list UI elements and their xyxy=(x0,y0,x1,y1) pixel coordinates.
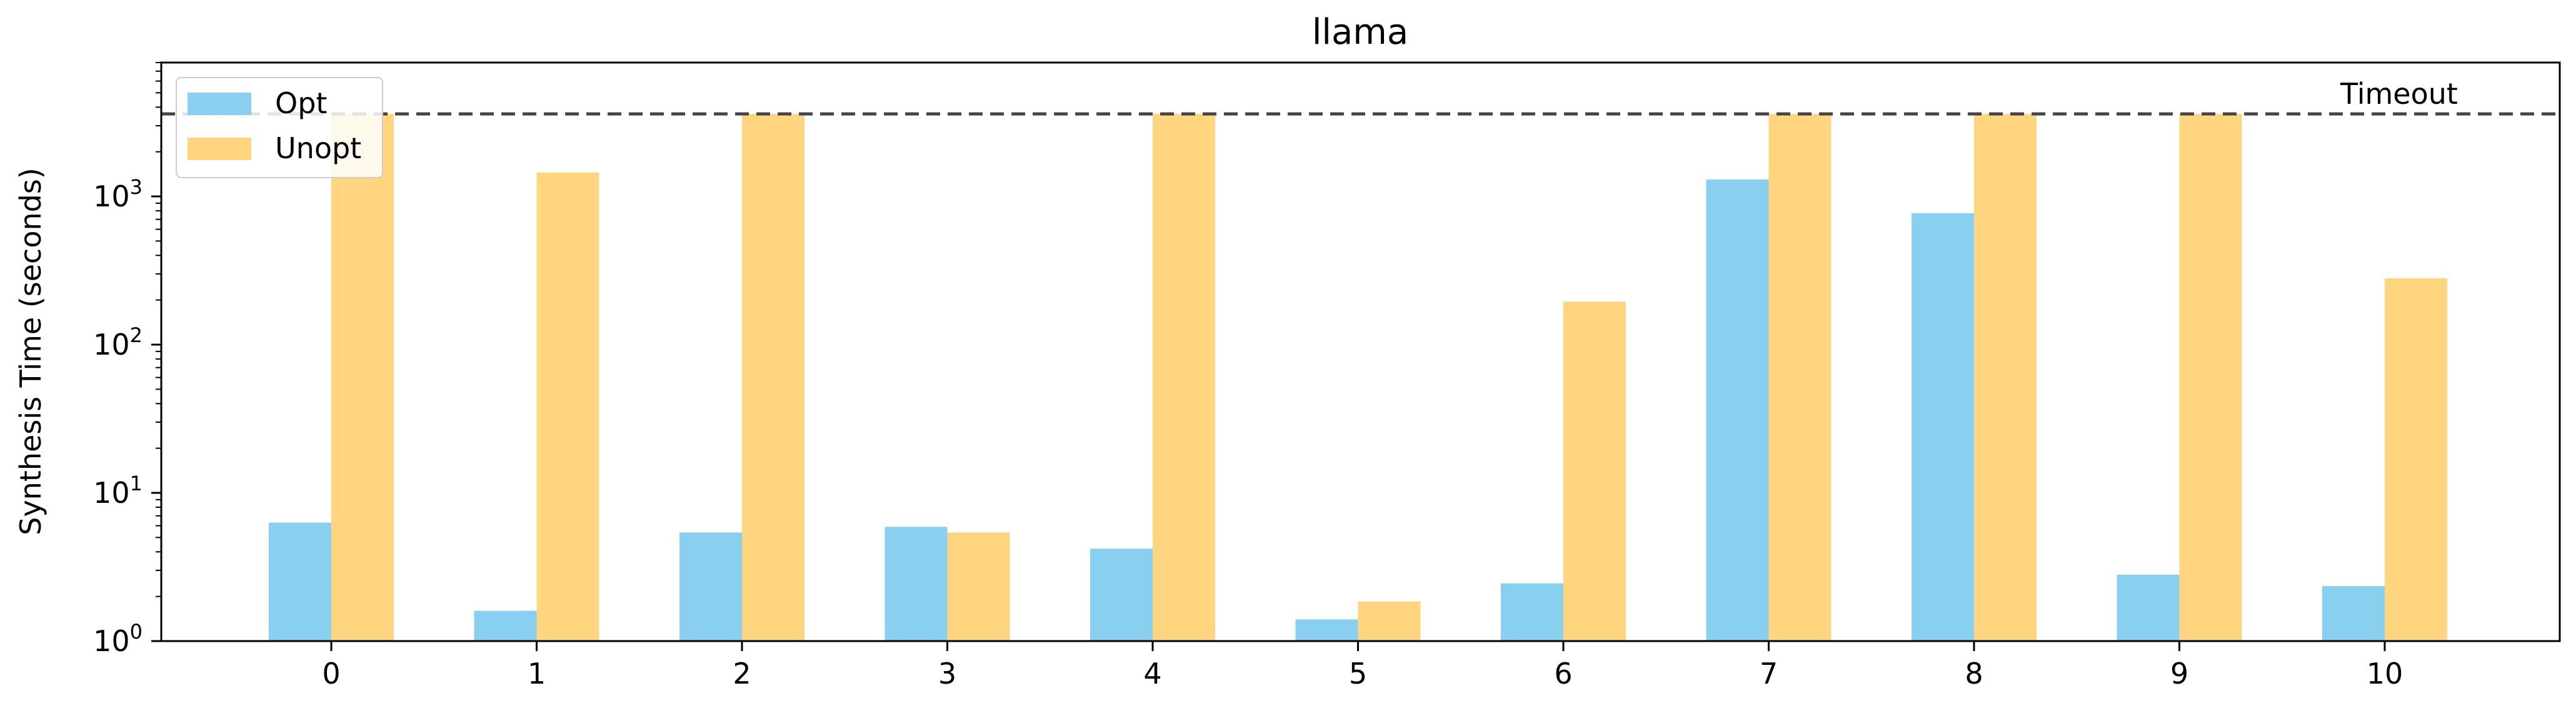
bar-unopt-6 xyxy=(1563,301,1626,641)
bar-opt-1 xyxy=(474,610,537,641)
bar-unopt-3 xyxy=(947,532,1010,641)
y-tick-label: 101 xyxy=(93,472,143,510)
bar-unopt-8 xyxy=(1974,114,2037,641)
bar-opt-9 xyxy=(2117,575,2180,641)
x-tick-label: 3 xyxy=(938,657,956,690)
bars-layer xyxy=(269,114,2447,641)
x-tick-label: 8 xyxy=(1965,657,1983,690)
bar-unopt-7 xyxy=(1768,114,1832,641)
legend-swatch-opt xyxy=(188,93,251,115)
bar-unopt-2 xyxy=(742,114,804,641)
x-axis: 0 1 2 3 4 5 6 7 8 9 10 xyxy=(322,641,2403,690)
y-tick-label: 103 xyxy=(93,175,143,213)
y-tick-label: 100 xyxy=(93,620,143,658)
bar-opt-2 xyxy=(679,532,742,641)
x-tick-label: 7 xyxy=(1760,657,1778,690)
y-axis-label: Synthesis Time (seconds) xyxy=(14,168,48,535)
x-tick-label: 4 xyxy=(1143,657,1161,690)
bar-unopt-9 xyxy=(2179,114,2242,641)
bar-opt-0 xyxy=(269,522,331,641)
timeout-label: Timeout xyxy=(2340,77,2458,111)
bar-unopt-0 xyxy=(331,114,394,641)
x-tick-label: 5 xyxy=(1349,657,1367,690)
bar-unopt-5 xyxy=(1358,601,1421,641)
chart-title: llama xyxy=(1312,12,1408,53)
bar-opt-4 xyxy=(1090,549,1153,641)
reference-line-layer: Timeout xyxy=(161,77,2560,116)
x-tick-label: 2 xyxy=(733,657,751,690)
x-tick-label: 0 xyxy=(322,657,340,690)
bar-unopt-10 xyxy=(2385,278,2447,641)
bar-opt-3 xyxy=(885,527,948,641)
y-axis: 100 101 102 103 xyxy=(93,62,161,658)
bar-opt-6 xyxy=(1501,583,1563,641)
bar-opt-10 xyxy=(2322,586,2385,641)
legend: Opt Unopt xyxy=(176,77,383,178)
bar-opt-7 xyxy=(1706,180,1769,641)
bar-unopt-4 xyxy=(1153,114,1215,641)
x-tick-label: 6 xyxy=(1554,657,1572,690)
x-tick-label: 1 xyxy=(528,657,546,690)
bar-opt-5 xyxy=(1295,619,1358,641)
x-tick-label: 10 xyxy=(2367,657,2403,690)
x-tick-label: 9 xyxy=(2170,657,2188,690)
legend-label-unopt: Unopt xyxy=(275,131,361,165)
bar-unopt-1 xyxy=(536,172,599,641)
bar-opt-8 xyxy=(1912,213,1974,641)
y-tick-label: 102 xyxy=(93,323,143,362)
legend-label-opt: Opt xyxy=(275,86,327,120)
legend-swatch-unopt xyxy=(188,138,251,160)
